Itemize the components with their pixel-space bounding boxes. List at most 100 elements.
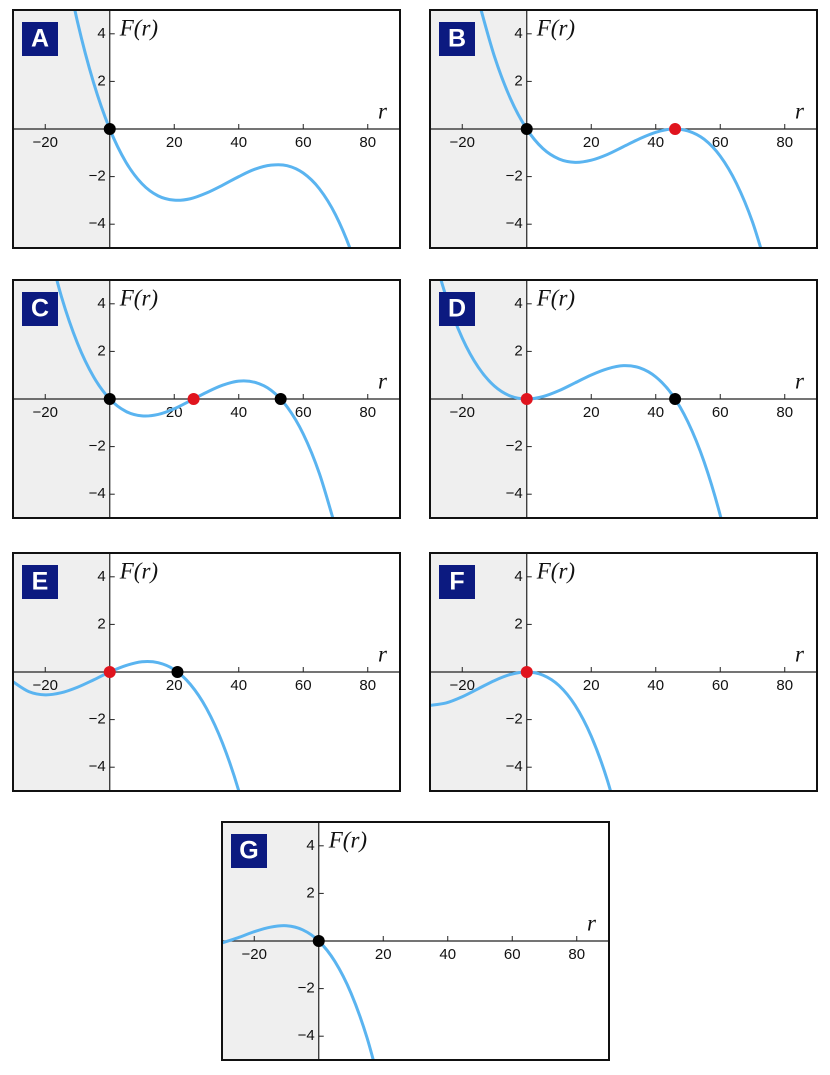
y-axis-label: F(r) bbox=[119, 285, 158, 310]
y-tick-label: −4 bbox=[298, 1027, 315, 1044]
panel-frame bbox=[221, 821, 610, 1061]
x-tick-label: −20 bbox=[33, 677, 58, 694]
y-tick-label: 2 bbox=[97, 342, 105, 359]
curve bbox=[439, 280, 723, 518]
y-axis-label: F(r) bbox=[536, 285, 575, 310]
point bbox=[103, 666, 116, 678]
panel-label: G bbox=[239, 837, 258, 865]
x-tick-label: 40 bbox=[230, 134, 247, 151]
x-axis-label: r bbox=[587, 910, 597, 935]
x-tick-label: 80 bbox=[359, 677, 376, 694]
x-tick-label: 60 bbox=[712, 677, 729, 694]
panel-label-box bbox=[439, 292, 475, 326]
y-tick-label: 4 bbox=[97, 568, 105, 585]
x-tick-label: 40 bbox=[439, 946, 456, 963]
x-axis-label: r bbox=[795, 641, 805, 666]
x-tick-label: −20 bbox=[242, 946, 267, 963]
point bbox=[520, 666, 533, 678]
y-tick-label: −4 bbox=[89, 758, 106, 775]
y-tick-label: 4 bbox=[306, 837, 314, 854]
point bbox=[103, 123, 116, 135]
panel-label-box bbox=[231, 834, 267, 868]
panel-label-box bbox=[22, 292, 58, 326]
panel-label: F bbox=[449, 568, 464, 596]
x-tick-label: 60 bbox=[295, 677, 312, 694]
point bbox=[103, 393, 116, 405]
panel-label-box bbox=[22, 565, 58, 599]
x-tick-label: 80 bbox=[776, 677, 793, 694]
point bbox=[669, 123, 682, 135]
x-tick-label: 60 bbox=[712, 134, 729, 151]
x-tick-label: 60 bbox=[504, 946, 521, 963]
y-tick-label: 4 bbox=[97, 25, 105, 42]
x-tick-label: −20 bbox=[450, 404, 475, 421]
panel: −20 20 40 60 80 −4 −2 2 4 F(r) r D bbox=[429, 279, 818, 519]
point bbox=[520, 123, 533, 135]
curve bbox=[222, 924, 375, 1060]
panel-label: B bbox=[448, 25, 466, 53]
y-tick-label: 4 bbox=[514, 295, 522, 312]
x-tick-label: 40 bbox=[230, 404, 247, 421]
panel-frame bbox=[429, 552, 818, 792]
y-tick-label: −2 bbox=[506, 438, 523, 455]
panel: −20 20 40 60 80 −4 −2 2 4 F(r) r G bbox=[221, 821, 610, 1061]
x-tick-label: 40 bbox=[230, 677, 247, 694]
y-axis-label: F(r) bbox=[119, 15, 158, 40]
point bbox=[312, 935, 325, 947]
x-tick-label: 40 bbox=[647, 677, 664, 694]
x-tick-label: 80 bbox=[359, 404, 376, 421]
y-tick-label: −2 bbox=[298, 980, 315, 997]
y-tick-label: 2 bbox=[97, 72, 105, 89]
panel: −20 20 40 60 80−4−224 F(r)rC bbox=[12, 279, 401, 519]
y-tick-label: −2 bbox=[89, 711, 106, 728]
panel-frame bbox=[12, 9, 401, 249]
panel-label-box bbox=[439, 565, 475, 599]
panel-label: C bbox=[31, 295, 49, 323]
x-tick-label: 40 bbox=[647, 134, 664, 151]
y-tick-label: 2 bbox=[514, 72, 522, 89]
y-tick-label: 2 bbox=[514, 342, 522, 359]
panel-frame bbox=[429, 9, 818, 249]
y-tick-label: −4 bbox=[506, 215, 523, 232]
panel: −20 20 40 60 80 −4 −2 2 4 F(r) r F bbox=[429, 552, 818, 792]
y-tick-label: 2 bbox=[306, 884, 314, 901]
y-tick-label: 4 bbox=[514, 568, 522, 585]
y-tick-label: −4 bbox=[506, 758, 523, 775]
y-tick-label: −2 bbox=[89, 438, 106, 455]
y-tick-label: −2 bbox=[506, 168, 523, 185]
x-tick-label: 60 bbox=[712, 404, 729, 421]
x-tick-label: 20 bbox=[166, 134, 183, 151]
x-axis-label: r bbox=[795, 368, 805, 393]
x-tick-label: 80 bbox=[776, 404, 793, 421]
y-tick-label: 4 bbox=[97, 295, 105, 312]
point bbox=[520, 393, 533, 405]
y-tick-label: −4 bbox=[89, 215, 106, 232]
x-tick-label: 20 bbox=[583, 134, 600, 151]
x-tick-label: 80 bbox=[776, 134, 793, 151]
curve bbox=[13, 660, 241, 791]
x-axis-label: r bbox=[378, 98, 388, 123]
point bbox=[274, 393, 287, 405]
y-axis-label: F(r) bbox=[536, 15, 575, 40]
panel-frame bbox=[429, 279, 818, 519]
x-axis-label: r bbox=[795, 98, 805, 123]
point bbox=[187, 393, 200, 405]
y-tick-label: 2 bbox=[97, 615, 105, 632]
x-tick-label: −20 bbox=[33, 134, 58, 151]
y-tick-label: −2 bbox=[506, 711, 523, 728]
panel-label: A bbox=[31, 25, 49, 53]
panel-frame bbox=[12, 279, 401, 519]
x-tick-label: 20 bbox=[583, 677, 600, 694]
panel-frame bbox=[12, 552, 401, 792]
point bbox=[669, 393, 682, 405]
y-axis-label: F(r) bbox=[119, 558, 158, 583]
y-tick-label: −4 bbox=[89, 485, 106, 502]
x-tick-label: 20 bbox=[166, 677, 183, 694]
x-axis-label: r bbox=[378, 368, 388, 393]
y-tick-label: −2 bbox=[89, 168, 106, 185]
point bbox=[171, 666, 184, 678]
x-tick-label: 20 bbox=[583, 404, 600, 421]
y-tick-label: 4 bbox=[514, 25, 522, 42]
x-axis-label: r bbox=[378, 641, 388, 666]
